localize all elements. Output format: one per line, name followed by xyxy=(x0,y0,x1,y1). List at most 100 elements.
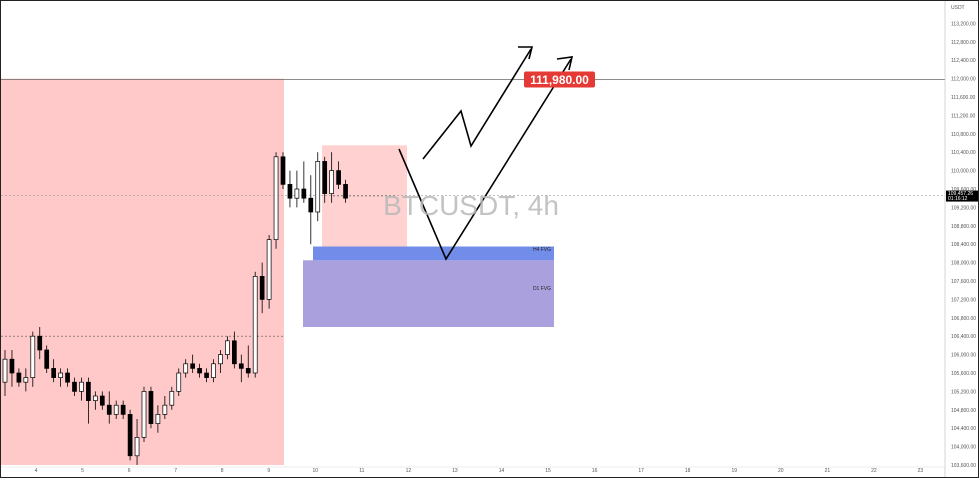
date-tick-label: 4 xyxy=(35,468,38,474)
candle-body xyxy=(86,381,91,401)
date-tick-label: 10 xyxy=(313,468,319,474)
candle xyxy=(308,175,314,245)
candle xyxy=(322,156,328,203)
target-price-badge xyxy=(524,71,595,88)
date-tick-label: 9 xyxy=(267,468,270,474)
candle-body xyxy=(190,363,195,369)
price-tick-label: 108,000.00 xyxy=(951,261,976,267)
h4-fvg-label: H4 FVG xyxy=(533,247,551,253)
candle-body xyxy=(155,414,161,424)
candle xyxy=(2,350,8,396)
candle-body xyxy=(336,170,341,185)
candle xyxy=(266,235,272,309)
candle xyxy=(30,331,36,387)
target-price-label: 111,980.00 xyxy=(530,73,589,87)
candle xyxy=(134,419,140,465)
candle xyxy=(204,368,209,383)
candle xyxy=(252,271,258,378)
price-tick-label: 111,200.00 xyxy=(951,113,976,119)
candle-body xyxy=(134,437,140,457)
candle xyxy=(301,161,307,203)
candle xyxy=(72,377,77,396)
candle xyxy=(225,336,230,360)
candle-body xyxy=(30,335,36,378)
candle-body xyxy=(322,161,328,194)
candle-body xyxy=(273,156,279,240)
price-tick-label: 112,000.00 xyxy=(951,77,976,83)
price-tick-label: 105,600.00 xyxy=(951,371,976,377)
candle xyxy=(92,391,98,410)
date-axis: 4 5 6 7 8 9 10 11 12 13 14 15 16 17 18 19 20 21 22 23 xyxy=(1,466,945,474)
candle-body xyxy=(232,340,237,365)
date-tick-label: 14 xyxy=(499,468,505,474)
candle-body xyxy=(141,391,147,438)
arrowhead-1 xyxy=(518,46,534,60)
date-tick-label: 5 xyxy=(81,468,84,474)
candle xyxy=(106,391,112,424)
candle xyxy=(51,359,57,383)
candle xyxy=(245,345,251,378)
candle xyxy=(280,152,286,189)
candle-body xyxy=(37,335,43,351)
candle-body xyxy=(23,377,29,383)
candle-body xyxy=(259,276,265,300)
price-tick-label: 103,600.00 xyxy=(951,463,976,469)
candle-body xyxy=(287,184,293,199)
candle-body xyxy=(51,368,57,378)
candle-body xyxy=(211,363,216,378)
candle xyxy=(9,350,15,387)
candle xyxy=(99,391,105,410)
candle-body xyxy=(127,414,133,457)
projection-path-2 xyxy=(398,58,572,261)
date-tick-label: 17 xyxy=(638,468,644,474)
candle xyxy=(273,152,279,249)
price-lines-layer xyxy=(1,79,945,337)
date-tick-label: 8 xyxy=(221,468,224,474)
candle-body xyxy=(113,404,119,415)
price-tick-label: 110,000.00 xyxy=(951,169,976,175)
zones-layer xyxy=(1,78,554,465)
arrowhead-2 xyxy=(556,56,574,71)
date-tick-label: 13 xyxy=(452,468,458,474)
candle-body xyxy=(176,372,182,392)
date-tick-label: 22 xyxy=(871,468,877,474)
price-tick-label: 108,800.00 xyxy=(951,224,976,230)
candle xyxy=(218,350,223,373)
price-tick-label: 104,800.00 xyxy=(951,408,976,414)
candle xyxy=(315,152,321,222)
candle xyxy=(197,363,202,378)
candle-body xyxy=(16,372,22,383)
labels-layer: 111,980.00 H4 FVG D1 FVG xyxy=(524,71,595,292)
candle-body xyxy=(106,404,112,415)
candle xyxy=(294,170,300,208)
candle xyxy=(162,396,168,419)
candle xyxy=(211,359,216,383)
candle-body xyxy=(197,368,202,374)
candle xyxy=(155,405,161,433)
price-tick-label: 109,600.00 xyxy=(951,187,976,193)
price-tick-label: 107,600.00 xyxy=(951,279,976,285)
candle xyxy=(16,368,22,387)
d1-fvg-zone xyxy=(303,260,554,327)
candle xyxy=(343,179,348,203)
candle-body xyxy=(301,188,307,199)
price-tick-label: 106,800.00 xyxy=(951,316,976,322)
candle xyxy=(176,368,182,396)
candle xyxy=(113,400,119,419)
price-tick-label: 112,400.00 xyxy=(951,58,976,64)
candle-body xyxy=(245,368,251,374)
price-tick-label: 109,200.00 xyxy=(951,205,976,211)
consolidation-box xyxy=(322,145,407,247)
candle-body xyxy=(162,404,168,415)
candle-body xyxy=(148,391,154,424)
candle xyxy=(232,331,237,369)
price-tick-label: 104,000.00 xyxy=(951,445,976,451)
candle-body xyxy=(2,358,8,383)
candle-body xyxy=(92,395,98,401)
candle-body xyxy=(9,358,15,374)
price-tick-label: 111,600.00 xyxy=(951,95,976,101)
date-tick-label: 23 xyxy=(918,468,924,474)
candle xyxy=(169,386,175,410)
